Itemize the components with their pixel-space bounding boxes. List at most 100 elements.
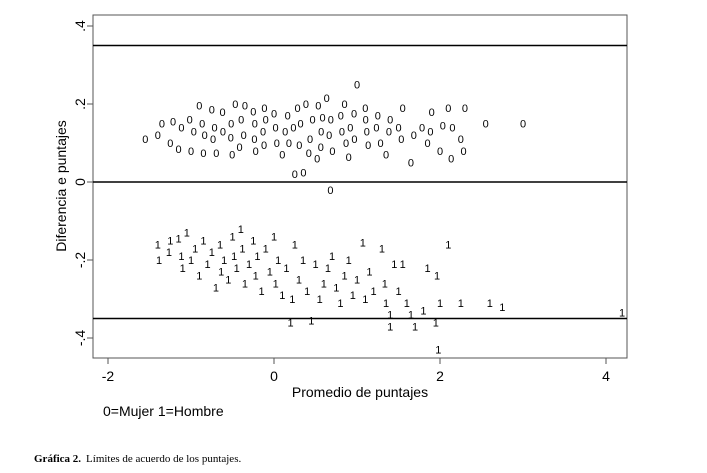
data-point-1: 1	[354, 275, 360, 287]
data-point-1: 1	[499, 302, 505, 314]
data-point-1: 1	[238, 224, 244, 236]
data-point-0: 0	[285, 111, 291, 123]
data-point-0: 0	[303, 99, 309, 111]
data-point-0: 0	[309, 115, 315, 127]
data-point-1: 1	[254, 251, 260, 263]
data-point-0: 0	[178, 122, 184, 134]
data-point-0: 0	[440, 120, 446, 132]
data-point-1: 1	[271, 232, 277, 244]
data-point-1: 1	[229, 232, 235, 244]
x-tick-label: 4	[602, 368, 610, 384]
data-point-1: 1	[258, 286, 264, 298]
data-point-1: 1	[371, 286, 377, 298]
data-point-0: 0	[261, 103, 267, 115]
data-point-1: 1	[382, 278, 388, 290]
data-point-0: 0	[408, 158, 414, 170]
data-point-0: 0	[375, 111, 381, 123]
caption-label: Gráfica 2.	[34, 453, 82, 465]
data-point-0: 0	[324, 93, 330, 105]
data-point-0: 0	[427, 126, 433, 138]
data-point-1: 1	[283, 263, 289, 275]
data-point-1: 1	[166, 247, 172, 259]
data-point-1: 1	[239, 243, 245, 255]
data-point-1: 1	[221, 255, 227, 267]
data-point-0: 0	[328, 115, 334, 127]
data-point-1: 1	[155, 239, 161, 251]
data-point-1: 1	[273, 278, 279, 290]
data-point-0: 0	[315, 101, 321, 113]
data-point-0: 0	[386, 126, 392, 138]
data-point-1: 1	[346, 255, 352, 267]
data-point-1: 1	[408, 310, 414, 322]
data-point-0: 0	[202, 130, 208, 142]
data-point-0: 0	[175, 144, 181, 156]
data-point-1: 1	[437, 298, 443, 310]
data-point-1: 1	[225, 275, 231, 287]
data-point-1: 1	[175, 233, 181, 245]
data-point-1: 1	[458, 298, 464, 310]
caption-text: Límites de acuerdo de los puntajes.	[86, 453, 242, 465]
data-point-1: 1	[304, 286, 310, 298]
data-point-1: 1	[325, 263, 331, 275]
data-point-1: 1	[366, 267, 372, 279]
data-point-0: 0	[241, 130, 247, 142]
data-point-0: 0	[250, 107, 256, 119]
data-point-1: 1	[391, 259, 397, 271]
data-point-1: 1	[156, 255, 162, 267]
data-point-0: 0	[458, 134, 464, 146]
data-point-0: 0	[429, 107, 435, 119]
data-point-1: 1	[213, 282, 219, 294]
data-point-1: 1	[209, 247, 215, 259]
data-point-0: 0	[339, 126, 345, 138]
data-point-0: 0	[300, 167, 306, 179]
data-point-1: 1	[296, 275, 302, 287]
data-point-0: 0	[327, 185, 333, 197]
data-point-1: 1	[412, 321, 418, 333]
data-point-0: 0	[229, 150, 235, 162]
data-point-0: 0	[272, 122, 278, 134]
data-point-0: 0	[351, 109, 357, 121]
data-point-0: 0	[326, 130, 332, 142]
data-point-0: 0	[329, 146, 335, 158]
data-point-0: 0	[362, 103, 368, 115]
data-point-0: 0	[238, 115, 244, 127]
data-point-1: 1	[435, 345, 441, 357]
data-point-0: 0	[263, 115, 269, 127]
data-point-0: 0	[236, 142, 242, 154]
data-point-0: 0	[364, 126, 370, 138]
data-point-1: 1	[196, 271, 202, 283]
data-point-0: 0	[461, 146, 467, 158]
data-point-0: 0	[274, 138, 280, 150]
data-point-0: 0	[292, 169, 298, 181]
data-point-0: 0	[449, 122, 455, 134]
data-point-1: 1	[400, 259, 406, 271]
data-point-1: 1	[289, 294, 295, 306]
data-point-1: 1	[424, 263, 430, 275]
data-point-1: 1	[217, 239, 223, 251]
data-point-0: 0	[341, 99, 347, 111]
data-point-0: 0	[343, 138, 349, 150]
reference-lines	[93, 44, 627, 320]
data-point-1: 1	[445, 239, 451, 251]
data-point-1: 1	[178, 251, 184, 263]
data-point-0: 0	[261, 140, 267, 152]
data-point-1: 1	[200, 236, 206, 248]
data-point-1: 1	[395, 286, 401, 298]
data-point-0: 0	[212, 122, 218, 134]
data-point-1: 1	[279, 290, 285, 302]
data-point-1: 1	[167, 236, 173, 248]
data-point-0: 0	[282, 126, 288, 138]
data-point-1: 1	[434, 271, 440, 283]
data-point-1: 1	[487, 298, 493, 310]
data-point-1: 1	[234, 263, 240, 275]
data-point-1: 1	[180, 263, 186, 275]
data-point-0: 0	[437, 146, 443, 158]
y-tick-label: 0	[72, 178, 88, 186]
data-point-0: 0	[187, 115, 193, 127]
data-point-0: 0	[419, 122, 425, 134]
data-point-0: 0	[210, 134, 216, 146]
x-axis: -2 0 2 4	[102, 358, 610, 384]
data-point-0: 0	[200, 148, 206, 160]
data-point-0: 0	[373, 122, 379, 134]
